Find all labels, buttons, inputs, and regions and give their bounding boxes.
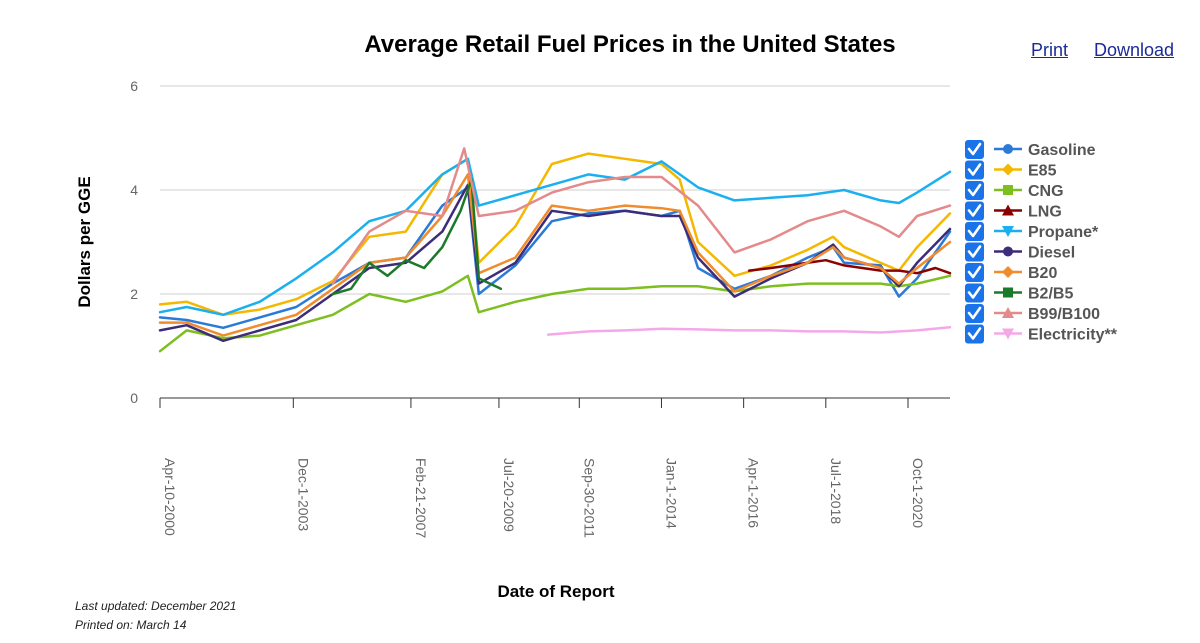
series-line-e85 [158,152,952,317]
legend-label-cng: CNG [1028,183,1064,200]
legend-marker-e85 [1002,163,1014,176]
last-updated-text: Last updated: December 2021 [75,599,237,613]
y-tick-label: 2 [130,286,138,302]
y-grid [160,85,950,399]
y-tick-label: 4 [130,182,138,198]
legend-marker-electricity [1002,328,1014,340]
series-line-b2-b5 [331,178,503,296]
chart-title: Average Retail Fuel Prices in the United… [364,31,895,58]
check-icon [967,306,982,320]
x-tick-label: Dec-1-2003 [295,458,311,531]
series-line-lng [747,258,952,275]
legend-marker-propane [1002,226,1014,237]
y-tick-label: 6 [130,78,138,94]
series-line-cng [158,274,952,353]
x-tick-label: Apr-10-2000 [162,458,178,536]
check-icon [967,224,982,238]
download-link[interactable]: Download [1094,40,1175,60]
check-icon [967,142,982,156]
x-tick-labels: Apr-10-2000 Dec-1-2003 Feb-21-2007 Jul-20-2… [162,458,926,538]
legend-label-lng: LNG [1028,204,1062,221]
plot-area [158,147,952,353]
legend-label-gasoline: Gasoline [1028,142,1096,159]
x-tick-label: Jul-1-2018 [828,458,844,524]
legend-item-b20[interactable]: B20 [965,263,1057,282]
legend-marker-diesel [1003,246,1013,257]
series-line-electricity [546,326,952,336]
check-icon [967,204,982,217]
series-line-b20 [158,173,952,337]
check-icon [967,327,982,340]
x-axis [159,397,950,408]
legend-marker-gasoline [1003,144,1013,154]
legend-label-b99-b100: B99/B100 [1028,306,1100,323]
x-axis-label: Date of Report [497,582,614,601]
check-icon [967,286,982,299]
x-tick-label: Feb-21-2007 [413,458,429,538]
legend-label-e85: E85 [1028,163,1057,180]
legend-marker-b99-b100 [1002,307,1014,318]
legend-item-b2-b5[interactable]: B2/B5 [965,283,1073,303]
legend-label-electricity: Electricity** [1028,327,1118,344]
x-tick-label: Sep-30-2011 [581,458,597,538]
legend-label-diesel: Diesel [1028,245,1075,262]
legend-item-propane[interactable]: Propane* [965,222,1099,241]
print-link[interactable]: Print [1031,40,1069,60]
legend-label-b20: B20 [1028,265,1057,282]
legend-item-cng[interactable]: CNG [965,181,1064,200]
check-icon [967,163,982,176]
legend-item-diesel[interactable]: Diesel [965,242,1075,262]
printed-on-text: Printed on: March 14 [75,618,187,632]
y-tick-labels: 0 2 4 6 [130,78,138,406]
legend-marker-b2-b5 [1003,287,1013,298]
x-tick-label: Oct-1-2020 [910,458,926,528]
legend-item-electricity[interactable]: Electricity** [965,324,1118,344]
check-icon [967,183,982,197]
x-tick-label: Apr-1-2016 [746,458,762,528]
legend-label-b2-b5: B2/B5 [1028,286,1073,303]
x-tick-label: Jan-1-2014 [663,458,679,529]
series-line-b99-b100 [331,147,952,285]
legend-item-b99-b100[interactable]: B99/B100 [965,304,1100,323]
y-axis-label: Dollars per GGE [75,176,94,307]
x-tick-label: Jul-20-2009 [501,458,517,532]
series-line-gasoline [158,186,952,330]
check-icon [967,265,982,279]
series-line-propane [158,157,952,317]
legend: Gasoline E85 CNG LNG Propane* Diesel B20 B2/B5 B… [965,140,1118,344]
legend-item-lng[interactable]: LNG [965,201,1062,221]
y-tick-label: 0 [130,390,138,406]
legend-marker-b20 [1002,266,1014,278]
legend-item-gasoline[interactable]: Gasoline [965,140,1096,159]
legend-item-e85[interactable]: E85 [965,160,1057,180]
check-icon [967,245,982,258]
legend-marker-cng [1003,185,1013,195]
legend-marker-lng [1002,204,1014,216]
legend-label-propane: Propane* [1028,224,1099,241]
